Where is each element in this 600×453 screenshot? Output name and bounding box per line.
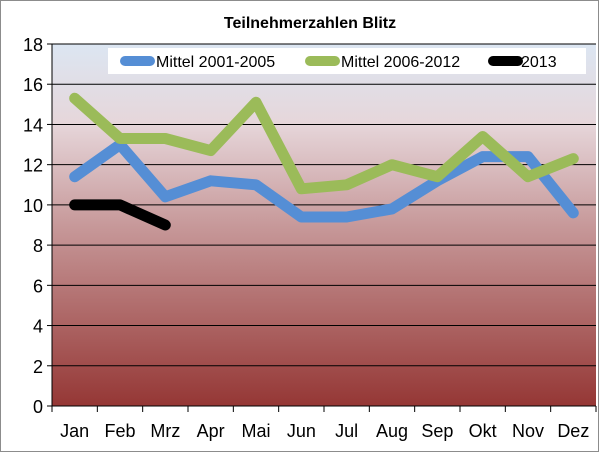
y-tick-label: 2 <box>33 357 43 377</box>
y-tick-label: 10 <box>23 196 43 216</box>
x-tick-label: Mai <box>241 421 270 441</box>
y-tick-label: 8 <box>33 236 43 256</box>
series-line-0 <box>69 139 579 223</box>
y-tick-label: 12 <box>23 156 43 176</box>
chart-title: Teilnehmerzahlen Blitz <box>224 15 396 32</box>
gridlines <box>52 43 596 367</box>
x-tick-label: Jan <box>60 421 89 441</box>
plot-area <box>52 44 596 406</box>
legend-label: Mittel 2006-2012 <box>341 54 460 71</box>
x-tick-label: Aug <box>376 421 408 441</box>
x-tick-label: Nov <box>512 421 544 441</box>
y-tick-label: 0 <box>33 397 43 417</box>
y-tick-label: 14 <box>23 115 43 135</box>
legend: Mittel 2001-2005 Mittel 2006-2012 2013 <box>108 48 586 74</box>
x-tick-label: Sep <box>421 421 453 441</box>
series-line-1 <box>69 92 579 195</box>
x-tick-label: Apr <box>197 421 225 441</box>
y-tick-label: 16 <box>23 75 43 95</box>
y-tick-label: 6 <box>33 276 43 296</box>
x-tick-label: Okt <box>469 421 497 441</box>
series-lines <box>69 92 579 231</box>
x-tick-label: Feb <box>104 421 135 441</box>
legend-label: Mittel 2001-2005 <box>156 54 275 71</box>
y-tick-label: 4 <box>33 317 43 337</box>
axes: 0 2 4 6 8 10 12 14 16 18 Jan Feb Mrz Apr Mai Jun Jul Aug S… <box>23 35 597 441</box>
legend-label: 2013 <box>521 54 557 71</box>
x-tick-label: Mrz <box>150 421 180 441</box>
x-tick-label: Dez <box>557 421 589 441</box>
x-tick-label: Jul <box>335 421 358 441</box>
x-tick-label: Jun <box>287 421 316 441</box>
y-tick-label: 18 <box>23 35 43 55</box>
